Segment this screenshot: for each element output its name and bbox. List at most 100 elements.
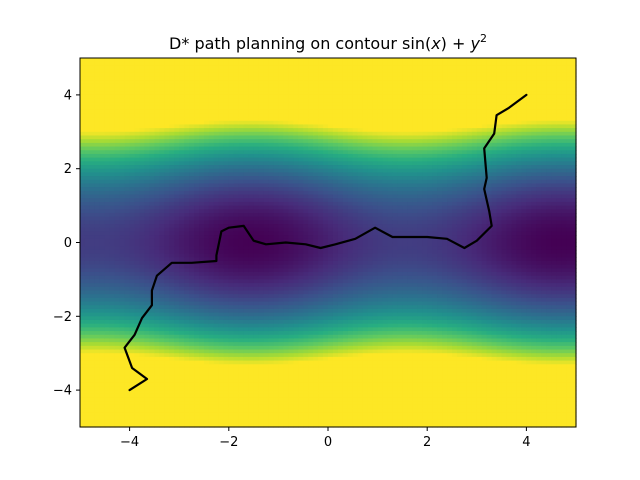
heatmap-cell — [189, 283, 195, 288]
heatmap-cell — [184, 397, 190, 402]
heatmap-cell — [223, 165, 230, 170]
heatmap-cell — [169, 165, 175, 170]
heatmap-cell — [159, 183, 165, 188]
heatmap-cell — [94, 135, 101, 140]
heatmap-cell — [99, 401, 106, 406]
heatmap-cell — [303, 312, 309, 317]
heatmap-cell — [318, 83, 324, 89]
heatmap-cell — [114, 201, 121, 207]
heatmap-cell — [288, 168, 294, 173]
heatmap-cell — [124, 212, 131, 218]
heatmap-cell — [169, 224, 175, 229]
heatmap-cell — [94, 404, 101, 410]
heatmap-cell — [114, 117, 121, 122]
heatmap-cell — [194, 319, 200, 325]
heatmap-cell — [124, 198, 131, 203]
heatmap-cell — [233, 150, 240, 155]
heatmap-cell — [223, 246, 230, 251]
heatmap-cell — [213, 297, 220, 303]
heatmap-cell — [268, 87, 275, 92]
heatmap-cell — [323, 172, 329, 177]
heatmap-cell — [94, 360, 101, 365]
heatmap-cell — [204, 161, 210, 166]
heatmap-cell — [303, 105, 309, 111]
heatmap-cell — [119, 294, 126, 299]
heatmap-cell — [149, 216, 155, 221]
heatmap-cell — [288, 157, 294, 162]
heatmap-cell — [208, 220, 215, 225]
heatmap-cell — [184, 408, 190, 413]
heatmap-cell — [208, 209, 215, 214]
heatmap-cell — [119, 334, 126, 340]
heatmap-cell — [208, 172, 215, 177]
heatmap-cell — [243, 139, 250, 144]
heatmap-cell — [169, 360, 175, 365]
heatmap-cell — [94, 379, 101, 384]
heatmap-cell — [159, 187, 165, 192]
heatmap-cell — [258, 327, 265, 332]
heatmap-cell — [94, 323, 101, 328]
heatmap-cell — [189, 316, 195, 321]
heatmap-cell — [298, 393, 304, 399]
heatmap-cell — [313, 58, 319, 63]
heatmap-cell — [124, 157, 131, 162]
heatmap-cell — [253, 305, 260, 310]
heatmap-cell — [303, 294, 309, 299]
heatmap-cell — [288, 231, 294, 236]
heatmap-cell — [144, 371, 151, 376]
heatmap-cell — [258, 94, 265, 100]
heatmap-cell — [189, 327, 195, 332]
heatmap-cell — [283, 150, 289, 155]
heatmap-cell — [184, 72, 190, 78]
heatmap-cell — [293, 91, 299, 96]
heatmap-cell — [223, 401, 230, 406]
heatmap-cell — [313, 264, 319, 269]
heatmap-cell — [233, 94, 240, 100]
heatmap-cell — [223, 61, 230, 66]
heatmap-cell — [94, 367, 101, 373]
heatmap-cell — [189, 165, 195, 170]
heatmap-cell — [228, 153, 235, 159]
heatmap-cell — [323, 205, 329, 210]
heatmap-cell — [238, 205, 245, 210]
heatmap-cell — [233, 139, 240, 144]
heatmap-cell — [159, 76, 165, 81]
heatmap-cell — [114, 316, 121, 321]
heatmap-cell — [94, 227, 101, 233]
heatmap-cell — [323, 260, 329, 266]
heatmap-cell — [233, 65, 240, 70]
heatmap-cell — [273, 297, 279, 303]
heatmap-cell — [179, 412, 185, 417]
heatmap-cell — [204, 65, 210, 70]
heatmap-cell — [189, 338, 195, 343]
heatmap-cell — [258, 65, 265, 70]
heatmap-cell — [293, 401, 299, 406]
heatmap-cell — [323, 120, 329, 126]
heatmap-cell — [273, 205, 279, 210]
heatmap-cell — [303, 76, 309, 81]
heatmap-cell — [223, 65, 230, 70]
heatmap-cell — [293, 419, 299, 424]
heatmap-cell — [149, 128, 155, 133]
heatmap-cell — [164, 275, 170, 280]
heatmap-cell — [288, 408, 294, 413]
heatmap-cell — [313, 91, 319, 96]
heatmap-cell — [273, 331, 279, 336]
heatmap-cell — [204, 231, 210, 236]
heatmap-cell — [233, 319, 240, 325]
heatmap-cell — [268, 113, 275, 118]
heatmap-cell — [159, 342, 165, 347]
heatmap-cell — [318, 131, 324, 137]
heatmap-cell — [189, 401, 195, 406]
heatmap-cell — [149, 349, 155, 354]
heatmap-cell — [129, 312, 136, 317]
heatmap-cell — [84, 272, 91, 277]
heatmap-cell — [213, 390, 220, 395]
heatmap-cell — [278, 176, 284, 181]
heatmap-cell — [228, 72, 235, 78]
heatmap-cell — [94, 139, 101, 144]
heatmap-cell — [268, 58, 275, 63]
heatmap-cell — [109, 308, 116, 314]
heatmap-cell — [174, 334, 180, 340]
heatmap-cell — [174, 283, 180, 288]
